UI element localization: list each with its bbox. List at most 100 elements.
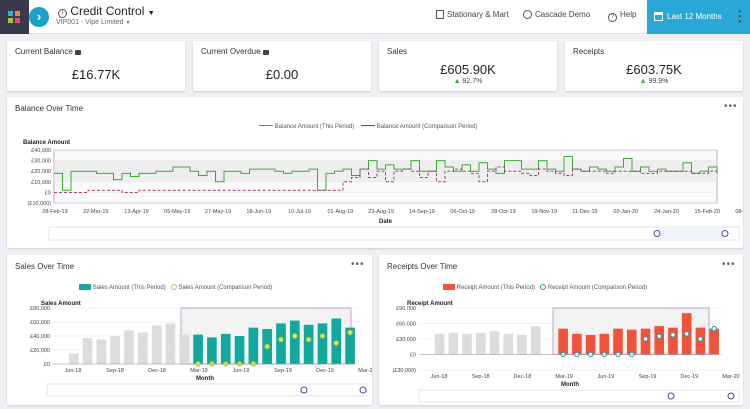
arrow-up-icon: ▲ (453, 78, 461, 85)
bar (303, 324, 314, 364)
x-tick-label: Mar-19 (190, 368, 207, 374)
bar (626, 329, 637, 355)
period-selector[interactable]: Last 12 Months (647, 0, 750, 34)
bar-previous (151, 325, 162, 364)
balance-chart: Balance Amount £40,000 £30,000 £20,000 £10,0… (23, 140, 743, 241)
bar-previous (503, 333, 514, 355)
bar-previous (448, 332, 459, 355)
kpi-change-text: 99.9% (648, 78, 669, 85)
y-tick-label: £20,000 (30, 348, 50, 354)
more-icon[interactable]: ••• (724, 101, 738, 112)
y-tick-label: £90,000 (396, 306, 416, 312)
comparison-point (697, 336, 704, 342)
user-menu[interactable]: Cascade Demo (523, 10, 590, 19)
x-tick-label: 05-May-19 (164, 209, 190, 215)
comparison-point (305, 336, 312, 343)
sales-chart: Sales Amount£80,000 £60,000 £40,000 £20,000… (30, 301, 372, 397)
bar (317, 323, 328, 364)
x-tick-label: 24-Jan-20 (654, 209, 679, 215)
navigator-handle (727, 392, 735, 400)
account-selector[interactable]: VIP001 - Vipe Limited ▼ (56, 19, 130, 26)
bar (248, 327, 259, 364)
navigator-handle (359, 386, 367, 394)
panel-title: Balance Over Time (15, 104, 84, 113)
help-icon: ? (608, 13, 617, 22)
bar-previous (124, 330, 134, 364)
kpi-current-balance: Current Balance £16.77K (7, 41, 185, 91)
bar (193, 334, 203, 364)
kpi-receipts: Receipts £603.75K ▲ 99.9% (565, 41, 743, 91)
x-tick-label: 14-Sep-19 (409, 209, 435, 215)
y-tick-label: £0 (45, 190, 51, 196)
bar (668, 327, 678, 355)
bar-previous (82, 338, 93, 364)
legend-line-icon (361, 125, 376, 126)
more-icon[interactable]: ••• (722, 259, 736, 270)
series-line-0 (54, 155, 718, 191)
more-vertical-icon[interactable]: ● ● ● (738, 9, 742, 25)
company-selector[interactable]: Stationary & Mart (436, 10, 509, 19)
expand-nav-button[interactable]: › (29, 7, 49, 27)
range-band (54, 160, 717, 182)
bar-previous (137, 332, 148, 364)
navigator-selection (657, 227, 725, 240)
legend-line-icon (259, 125, 273, 126)
comparison-point (683, 331, 690, 337)
bar (709, 328, 719, 355)
x-tick-label: Mar-20 (722, 374, 739, 380)
x-tick-label: Sep-19 (274, 368, 292, 374)
lock-icon (75, 50, 82, 55)
x-tick-label: 28-Oct-19 (491, 209, 515, 215)
comparison-point (347, 329, 353, 336)
x-tick-label: 18-Jun-19 (246, 209, 271, 215)
bar-previous (475, 332, 486, 355)
x-tick-label: Jun-19 (597, 374, 614, 380)
x-axis-title: Month (561, 382, 579, 388)
bar-previous (96, 339, 107, 364)
lock-icon (262, 50, 269, 55)
x-tick-label: 27-May-19 (205, 209, 231, 215)
x-tick-label: 02-Jan-20 (613, 209, 638, 215)
navigator-handle (721, 230, 729, 237)
bar (654, 326, 665, 355)
bar (345, 327, 355, 364)
kpi-value: £603.75K (626, 62, 682, 77)
x-tick-label: Dec-19 (316, 368, 334, 374)
comparison-point (319, 333, 326, 339)
y-tick-label: £10,000 (31, 180, 51, 186)
comparison-point (670, 332, 676, 338)
bar (572, 333, 582, 355)
bar (276, 323, 286, 364)
user-label: Cascade Demo (535, 10, 591, 19)
kpi-label: Current Balance (15, 47, 82, 56)
app-logo[interactable] (0, 0, 29, 34)
navigator-handle (667, 392, 675, 400)
help-link[interactable]: ? Help (608, 10, 636, 22)
legend-label: Receipt Amount (This Period) (456, 285, 536, 291)
y-tick-label: (£10,000) (27, 201, 51, 207)
legend-label: Balance Amount (Comparison Period) (376, 124, 478, 130)
y-tick-label: £0 (44, 362, 50, 368)
kpi-label-text: Current Overdue (201, 47, 261, 56)
x-tick-label: Mar-20 (358, 368, 372, 374)
comparison-point (711, 325, 717, 332)
kpi-label: Current Overdue (201, 47, 269, 56)
navigator-handle (653, 230, 661, 237)
user-icon (523, 10, 532, 19)
range-navigator (46, 383, 368, 397)
x-tick-label: Sep-19 (639, 374, 657, 380)
page-title[interactable]: i Credit Control ▼ (58, 4, 155, 18)
legend-dot-icon (540, 284, 547, 290)
company-label: Stationary & Mart (447, 10, 509, 19)
x-tick-label: Mar-19 (555, 374, 572, 380)
bar (613, 328, 623, 355)
range-navigator (48, 226, 740, 241)
comparison-point (278, 336, 284, 343)
receipts-panel: Receipts Over Time ••• Receipt Amount (T… (379, 255, 743, 405)
x-tick-label: 15-Feb-20 (695, 209, 720, 215)
kpi-value: £0.00 (265, 67, 299, 82)
kpi-value: £605.90K (440, 62, 496, 77)
receipts-chart: Receipt Amount£90,000 £60,000 £30,000 £0 (£3… (392, 301, 740, 403)
y-tick-label: £0 (410, 353, 416, 359)
more-icon[interactable]: ••• (351, 259, 365, 270)
